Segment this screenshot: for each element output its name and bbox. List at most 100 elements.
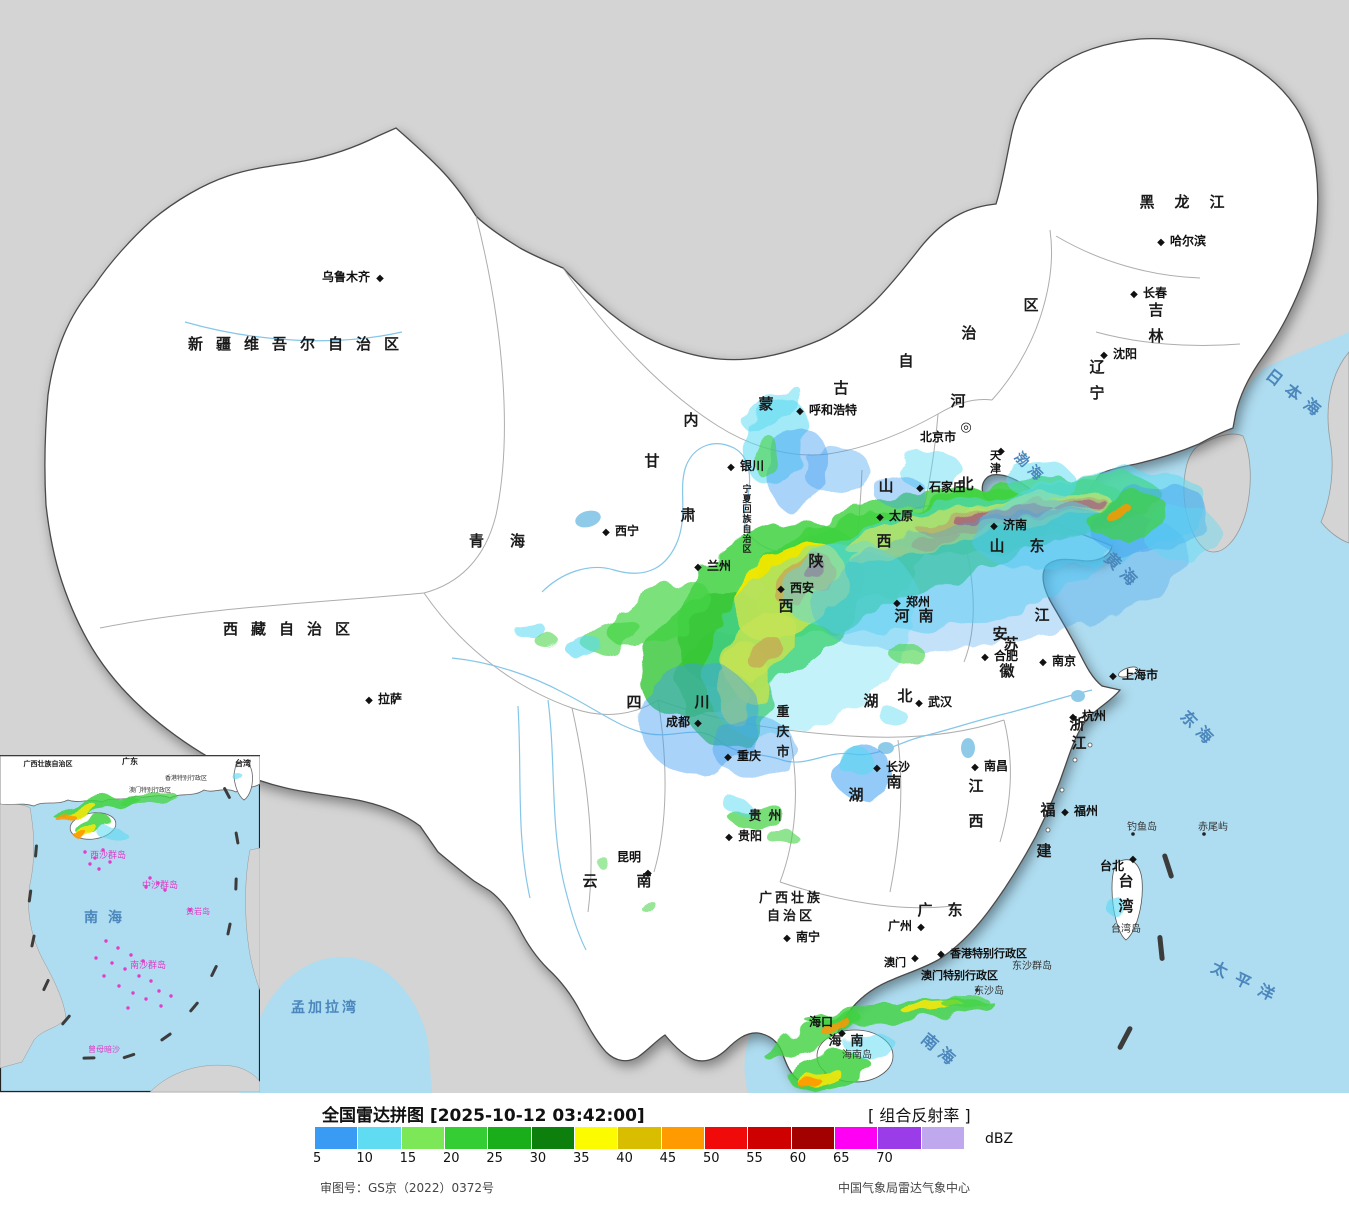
prov-label: 云 <box>582 872 597 890</box>
echo-blob <box>802 446 870 494</box>
sea-label: 孟加拉湾 <box>291 999 359 1016</box>
prov-label: 江 <box>1071 734 1086 752</box>
city-marker: ◆ <box>990 521 998 532</box>
boundary-dash-layer <box>1117 853 1174 1050</box>
scale-value: 40 <box>616 1151 633 1166</box>
reef-dot <box>148 876 152 880</box>
city-marker: ◆ <box>915 698 923 709</box>
echo-blob <box>235 775 245 783</box>
china-radar-map: 新疆维吾尔自治区西藏自治区青海甘肃内蒙古自治区黑龙江吉林辽宁河北山西山东陕西河南… <box>0 0 1349 1093</box>
city-label: 济南 <box>1003 517 1027 532</box>
prov-label: 肃 <box>680 506 695 524</box>
city-label: 台北 <box>1100 858 1124 873</box>
boundary-dash <box>1162 853 1174 879</box>
prov-label: 江 <box>1034 606 1049 624</box>
prov-label: 山 <box>878 477 893 495</box>
reef-dot <box>97 867 101 871</box>
city-marker: ◆ <box>911 953 919 964</box>
scale-value: 15 <box>399 1151 417 1166</box>
prov-label: 东 <box>1029 537 1044 555</box>
city-label: 哈尔滨 <box>1170 233 1206 248</box>
echo-blob <box>879 708 907 724</box>
prov-label: 贵 <box>748 808 761 824</box>
city-label: 昆明 <box>617 850 641 864</box>
echo-blob <box>1105 507 1135 521</box>
city-marker: ◆ <box>876 512 884 523</box>
sea-label: 南海 <box>84 909 132 926</box>
scale-cell <box>921 1127 965 1149</box>
city-label: 南昌 <box>984 758 1008 773</box>
boundary-dash <box>223 787 231 799</box>
city-marker: ◆ <box>1129 854 1137 865</box>
city-label: 郑州 <box>906 594 930 609</box>
echo-blob <box>768 830 798 846</box>
echo-blob <box>639 901 657 911</box>
taiwan-island <box>1111 859 1143 941</box>
echo-blob <box>514 621 546 639</box>
scale-cell: 25 <box>486 1127 532 1166</box>
city-marker: ◆ <box>937 949 945 960</box>
reef-dot <box>101 848 105 852</box>
reef-dot <box>108 860 112 864</box>
city-label: 石家庄 <box>928 479 965 494</box>
prov-label: 广东 <box>122 756 138 766</box>
scale-cell: 15 <box>400 1127 445 1166</box>
boundary-dash <box>82 1056 96 1060</box>
approval-number: 审图号：GS京（2022）0372号 <box>320 1181 494 1195</box>
city-marker: ◆ <box>916 483 924 494</box>
prov-label: 福 <box>1039 801 1055 819</box>
coastal-island <box>1045 827 1051 833</box>
salween-river <box>517 705 531 899</box>
city-label: 香港特别行政区 <box>949 946 1027 960</box>
echo-blob <box>52 810 72 818</box>
city-label: 南宁 <box>796 929 820 944</box>
echo-blob <box>755 438 781 478</box>
prov-label: 古 <box>833 379 848 397</box>
scale-value: 65 <box>832 1151 850 1166</box>
prov-label: 新疆维吾尔自治区 <box>188 335 412 353</box>
echo-blob <box>943 994 987 1010</box>
city-label-layer: ◆乌鲁木齐◆ 哈尔滨◆ 长春◆ 沈阳◆ 呼和浩特◎北京市◆天津◆ 石家庄◆ 太原◆ 济南◆ 银川… <box>322 233 1206 1039</box>
city-marker: ◆ <box>971 762 979 773</box>
legend-panel: 全国雷达拼图 [2025-10-12 03:42:00] [ 组合反射率 ] 5… <box>0 1093 1349 1208</box>
city-marker: ◆ <box>376 273 384 284</box>
boundary-dash <box>34 844 38 858</box>
city-label: 呼和浩特 <box>809 402 857 417</box>
city-marker: ◆ <box>893 598 901 609</box>
lakes <box>575 510 1085 758</box>
scale-cell: 5 <box>313 1127 359 1166</box>
prov-label: 北 <box>897 687 912 705</box>
prov-label: 广西壮族 <box>759 890 823 906</box>
inset-philippines <box>245 847 260 991</box>
reef-dot <box>93 856 97 860</box>
city-marker: ◆ <box>1130 289 1138 300</box>
prov-label: 广西壮族自治区 <box>24 759 73 768</box>
inset-sea <box>0 755 260 1092</box>
reef-dot <box>126 1006 130 1010</box>
reef-dot <box>102 974 106 978</box>
boundary-dash <box>234 877 238 891</box>
city-label: 沈阳 <box>1113 346 1137 361</box>
echo-blob <box>767 428 829 512</box>
map-title: 全国雷达拼图 [2025-10-12 03:42:00] <box>322 1106 645 1126</box>
reef-dot <box>123 967 127 971</box>
scale-cell: 50 <box>703 1127 749 1166</box>
scale-value: 45 <box>659 1151 677 1166</box>
island-dot-layer <box>975 832 1206 992</box>
reef-dot <box>144 885 148 889</box>
city-label: 成都 <box>666 714 690 729</box>
city-label: 长沙 <box>886 759 910 774</box>
prov-label: 山 <box>989 537 1004 555</box>
reef-dot <box>188 908 192 912</box>
pink-label: 南沙群岛 <box>130 959 166 971</box>
city-label: 北京市 <box>920 429 956 444</box>
boundary-dash <box>1157 935 1165 961</box>
reef-dot <box>104 939 108 943</box>
bay-of-bengal <box>240 957 432 1093</box>
city-label: 兰州 <box>707 558 731 573</box>
prov-label: 区 <box>1023 296 1038 314</box>
prov-label: 黑龙江 <box>1139 193 1244 211</box>
reef-dot <box>117 984 121 988</box>
boundary-dash <box>122 1052 136 1060</box>
